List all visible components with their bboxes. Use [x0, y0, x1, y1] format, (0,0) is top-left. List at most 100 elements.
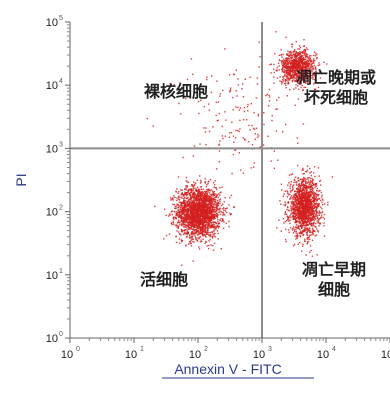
- x-tick-label: 10: [317, 349, 329, 361]
- event-point: [301, 169, 303, 171]
- event-point: [192, 209, 194, 211]
- event-point: [189, 204, 191, 206]
- event-point: [207, 182, 209, 185]
- event-point: [217, 213, 219, 215]
- event-point: [200, 226, 202, 228]
- event-point: [295, 65, 298, 68]
- event-point: [210, 213, 212, 215]
- event-point: [299, 46, 302, 49]
- x-tick-exponent: 4: [332, 346, 336, 353]
- event-point: [228, 225, 230, 228]
- event-point: [291, 80, 293, 83]
- y-tick-exponent: 1: [59, 268, 63, 275]
- event-point: [306, 64, 308, 66]
- event-point: [290, 207, 292, 209]
- event-point: [204, 229, 206, 231]
- event-point: [306, 211, 308, 213]
- event-point: [204, 216, 206, 219]
- event-point: [197, 237, 199, 239]
- event-point: [195, 210, 197, 212]
- event-point: [305, 61, 307, 63]
- event-point: [292, 59, 294, 61]
- event-point: [302, 222, 305, 224]
- event-point: [321, 201, 323, 203]
- event-point: [305, 187, 307, 189]
- event-point: [239, 107, 242, 109]
- event-point: [312, 78, 314, 80]
- event-point: [304, 216, 307, 219]
- event-point: [188, 189, 190, 191]
- event-point: [310, 63, 312, 66]
- event-point: [184, 207, 187, 209]
- event-point: [191, 234, 193, 236]
- event-point: [297, 213, 299, 215]
- event-point: [204, 192, 207, 194]
- event-point: [185, 185, 187, 187]
- event-point: [181, 264, 183, 266]
- event-point: [176, 211, 178, 213]
- event-point: [315, 209, 317, 211]
- event-point: [215, 206, 217, 208]
- event-point: [327, 201, 329, 203]
- event-point: [273, 167, 276, 170]
- event-point: [299, 225, 301, 228]
- event-point: [299, 74, 301, 77]
- event-point: [302, 70, 304, 73]
- event-point: [201, 205, 203, 207]
- event-point: [200, 213, 202, 215]
- event-point: [182, 210, 185, 212]
- event-point: [277, 62, 280, 64]
- event-point: [193, 205, 195, 207]
- event-point: [287, 57, 289, 59]
- event-point: [291, 64, 294, 67]
- event-point: [310, 224, 312, 227]
- event-point: [186, 208, 189, 210]
- event-point: [313, 59, 315, 62]
- event-point: [217, 196, 219, 199]
- event-point: [282, 58, 285, 60]
- event-point: [291, 65, 294, 68]
- event-point: [182, 211, 184, 213]
- event-point: [206, 211, 208, 213]
- event-point: [199, 207, 201, 209]
- event-point: [302, 204, 304, 206]
- event-point: [283, 61, 285, 63]
- event-point: [302, 243, 304, 245]
- event-point: [300, 207, 302, 209]
- event-point: [317, 219, 320, 221]
- event-point: [285, 72, 287, 74]
- event-point: [209, 232, 212, 234]
- event-point: [319, 77, 322, 79]
- event-point: [292, 195, 295, 197]
- event-point: [188, 209, 190, 211]
- event-point: [290, 55, 292, 57]
- event-point: [318, 218, 320, 220]
- event-point: [303, 176, 305, 179]
- event-point: [196, 199, 199, 201]
- event-point: [192, 228, 194, 231]
- event-point: [290, 63, 292, 66]
- event-point: [302, 211, 304, 214]
- event-point: [306, 178, 308, 180]
- event-point: [237, 106, 239, 109]
- event-point: [213, 204, 215, 206]
- event-point: [212, 233, 214, 236]
- event-point: [180, 220, 182, 223]
- event-point: [199, 228, 201, 231]
- event-point: [201, 214, 203, 216]
- event-point: [292, 216, 294, 218]
- event-point: [306, 182, 308, 185]
- event-point: [312, 216, 314, 218]
- event-point: [195, 226, 197, 228]
- event-point: [299, 242, 301, 244]
- event-point: [295, 57, 297, 59]
- event-point: [181, 223, 183, 225]
- event-point: [300, 216, 302, 219]
- event-point: [228, 74, 231, 76]
- event-point: [205, 226, 207, 228]
- event-point: [282, 67, 284, 70]
- event-point: [219, 198, 222, 200]
- event-point: [306, 63, 308, 65]
- event-point: [290, 173, 292, 176]
- event-point: [312, 200, 314, 202]
